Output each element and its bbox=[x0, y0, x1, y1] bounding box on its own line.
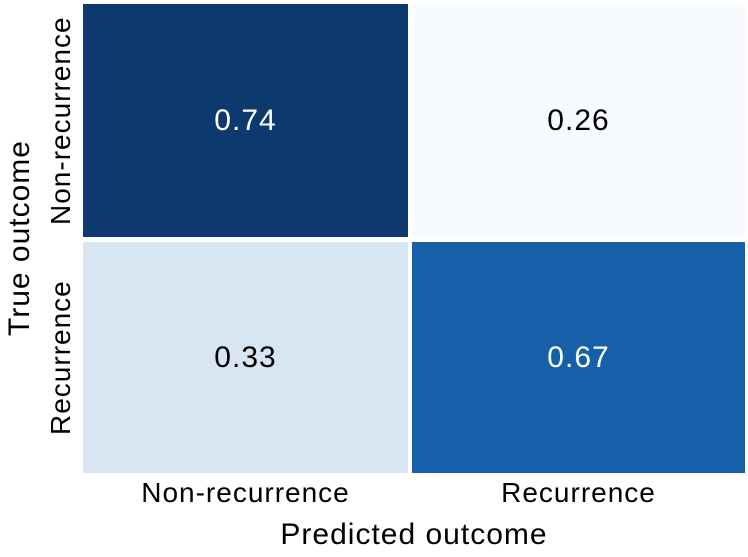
cell-value: 0.74 bbox=[214, 103, 277, 137]
x-tick-label-non-recurrence: Non-recurrence bbox=[141, 477, 350, 508]
cell-value: 0.26 bbox=[547, 103, 610, 137]
x-tick-label-recurrence: Recurrence bbox=[501, 477, 656, 508]
matrix-cell-true-nonrecurrence-pred-nonrecurrence: 0.74 bbox=[83, 4, 408, 237]
cell-value: 0.33 bbox=[214, 340, 277, 374]
matrix-cell-true-recurrence-pred-nonrecurrence: 0.33 bbox=[83, 242, 408, 473]
y-tick-label-non-recurrence: Non-recurrence bbox=[45, 16, 76, 225]
matrix-cell-true-recurrence-pred-recurrence: 0.67 bbox=[412, 242, 745, 473]
x-axis-title: Predicted outcome bbox=[280, 518, 548, 551]
matrix-cell-true-nonrecurrence-pred-recurrence: 0.26 bbox=[412, 4, 745, 237]
y-axis-title: True outcome bbox=[3, 140, 36, 337]
heatmap-grid: 0.74 0.26 0.33 0.67 bbox=[83, 4, 745, 473]
cell-value: 0.67 bbox=[547, 340, 610, 374]
y-tick-label-recurrence: Recurrence bbox=[45, 280, 76, 435]
